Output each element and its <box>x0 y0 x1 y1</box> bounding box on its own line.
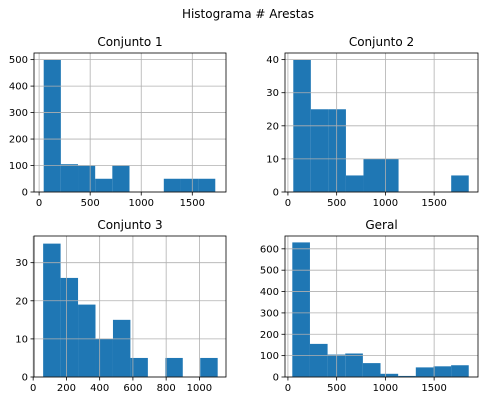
histogram-bar-5 <box>112 165 130 192</box>
x-tick-label-2: 500 <box>81 198 100 209</box>
histogram-bar-2 <box>60 164 79 192</box>
x-tick-label-2: 200 <box>57 383 76 394</box>
subplot-4: 0 500 1000 1500 0 100 200 300 400 500 600 Geral <box>260 218 479 394</box>
grid <box>285 236 478 378</box>
subplot-3: 0 200 400 600 800 1000 0 10 20 30 Conjunto 3 <box>15 218 227 394</box>
subplot-2: 0 500 1000 1500 0 10 20 30 40 Conjunto 2 <box>266 35 479 209</box>
y-tick-label-1: 0 <box>22 373 28 384</box>
subplot-title: Conjunto 3 <box>97 218 162 232</box>
histogram-bar-5 <box>362 363 381 377</box>
y-tick-label-6: 500 <box>260 266 279 277</box>
y-tick-label-2: 100 <box>260 351 279 362</box>
subplot-title: Geral <box>365 218 397 232</box>
bars <box>43 59 216 193</box>
histogram-bar-9 <box>433 366 452 377</box>
y-tick-label-3: 20 <box>266 121 279 132</box>
bars <box>292 242 469 377</box>
histogram-bar-2 <box>310 109 329 192</box>
x-tick-label-3: 1000 <box>373 198 398 209</box>
y-tick-label-5: 400 <box>260 287 279 298</box>
histogram-bar-2 <box>309 343 328 377</box>
subplot-1: 0 500 1000 1500 0 100 200 300 400 500 Conjunto 1 <box>9 35 227 209</box>
subplot-title: Conjunto 2 <box>349 35 414 49</box>
histogram-bar-8 <box>165 357 183 377</box>
histogram-bar-4 <box>345 353 363 377</box>
x-tick-label-2: 500 <box>327 198 346 209</box>
x-tick-label-1: 0 <box>285 383 291 394</box>
x-tick-label-4: 1500 <box>421 198 446 209</box>
y-tick-label-1: 0 <box>273 188 279 199</box>
axes-frame <box>33 235 227 378</box>
y-tick-label-2: 10 <box>266 154 279 165</box>
x-tick-label-1: 0 <box>285 198 291 209</box>
histogram-bar-3 <box>78 304 96 377</box>
histogram-bar-3 <box>78 165 96 192</box>
histogram-bar-8 <box>415 367 434 377</box>
subplot-title: Conjunto 1 <box>97 35 162 49</box>
y-tick-label-2: 10 <box>15 334 28 345</box>
histogram-bar-10 <box>198 178 216 192</box>
y-tick-label-5: 40 <box>266 55 279 66</box>
y-tick-label-3: 20 <box>15 296 28 307</box>
y-tick-label-1: 0 <box>22 188 28 199</box>
histogram-bar-5 <box>363 158 382 192</box>
x-tick-label-5: 800 <box>157 383 176 394</box>
axes-frame <box>284 52 479 193</box>
x-tick-label-3: 400 <box>90 383 109 394</box>
y-tick-label-3: 200 <box>9 135 28 146</box>
y-tick-label-1: 0 <box>273 373 279 384</box>
histogram-bar-6 <box>130 357 148 377</box>
histogram-bar-3 <box>328 109 346 192</box>
x-tick-label-1: 0 <box>36 198 42 209</box>
y-tick-label-4: 300 <box>260 308 279 319</box>
histogram-bar-4 <box>95 178 113 192</box>
x-tick-label-4: 1500 <box>180 198 205 209</box>
x-tick-label-2: 500 <box>327 383 346 394</box>
histogram-bar-10 <box>451 365 469 377</box>
histogram-bar-7 <box>398 375 416 377</box>
histogram-bar-10 <box>451 175 469 192</box>
histogram-bar-2 <box>60 277 79 377</box>
y-tick-label-7: 600 <box>260 244 279 255</box>
y-tick-label-4: 30 <box>266 88 279 99</box>
x-tick-label-3: 1000 <box>373 383 398 394</box>
x-tick-label-1: 0 <box>30 383 36 394</box>
x-tick-label-6: 1000 <box>187 383 212 394</box>
x-tick-label-3: 1000 <box>129 198 154 209</box>
histogram-bar-9 <box>180 178 199 192</box>
y-tick-label-3: 200 <box>260 330 279 341</box>
y-tick-label-5: 400 <box>9 82 28 93</box>
histogram-bar-1 <box>43 59 61 193</box>
figure-title: Histograma # Arestas <box>182 7 314 21</box>
histogram-bar-6 <box>380 373 399 377</box>
axes-frame <box>33 52 227 193</box>
y-tick-label-2: 100 <box>9 161 28 172</box>
x-tick-label-4: 1500 <box>421 383 446 394</box>
histogram-bar-5 <box>112 319 131 377</box>
y-tick-label-6: 500 <box>9 55 28 66</box>
histogram-bar-1 <box>43 243 61 377</box>
bars <box>43 243 218 377</box>
histogram-bar-4 <box>345 175 364 192</box>
histogram-bar-4 <box>95 338 113 377</box>
histogram-bar-6 <box>381 158 399 192</box>
histogram-bar-10 <box>200 357 218 377</box>
histogram-bar-1 <box>292 242 310 377</box>
y-tick-label-4: 300 <box>9 108 28 119</box>
y-tick-label-4: 30 <box>15 258 28 269</box>
x-tick-label-4: 600 <box>123 383 142 394</box>
histogram-bar-8 <box>163 178 181 192</box>
axes-frame <box>284 235 479 378</box>
